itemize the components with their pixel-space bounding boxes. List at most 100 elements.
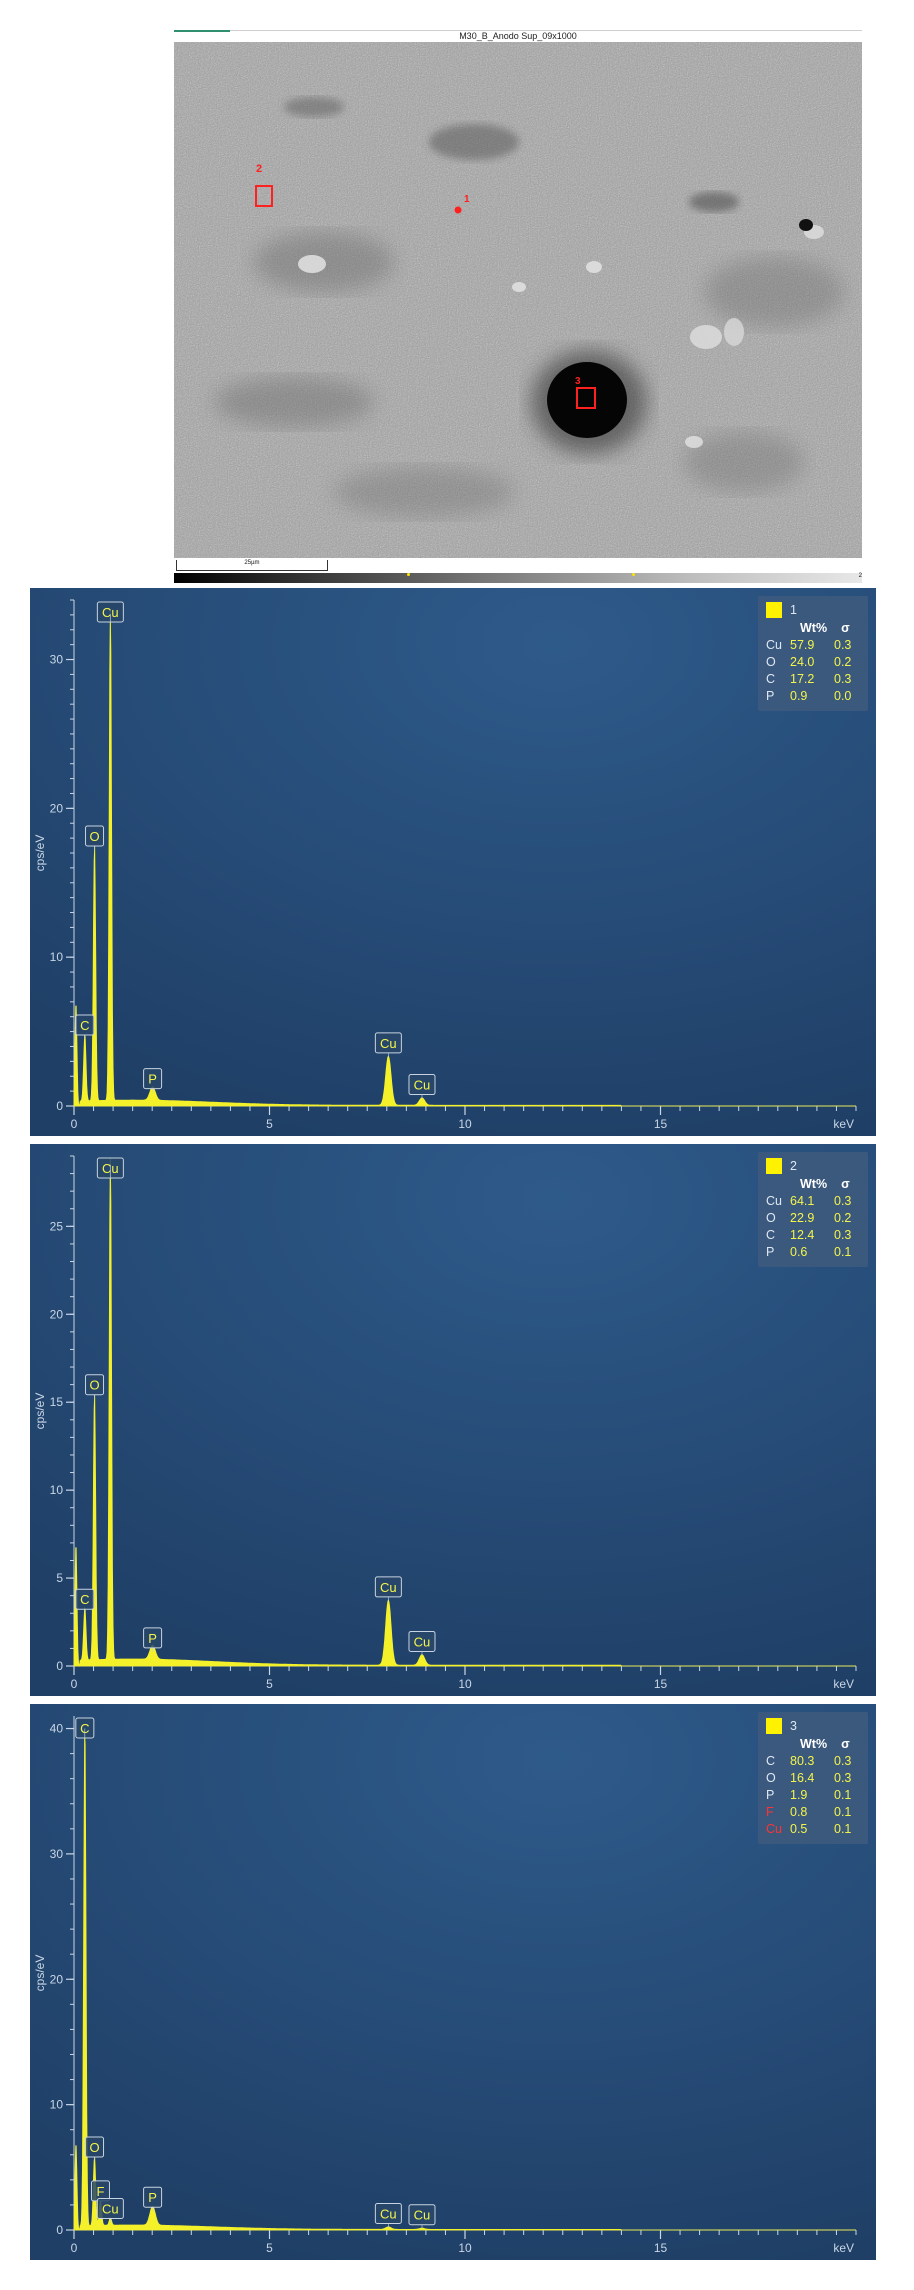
legend-sigma-value: 0.1: [834, 1822, 852, 1836]
dark-patch: [214, 377, 374, 427]
legend-header: 3: [766, 1718, 860, 1734]
dark-patch: [334, 467, 514, 517]
marker-2-label: 2: [256, 163, 262, 175]
peak-label: C: [80, 1721, 89, 1736]
legend-row: O 24.0 0.2: [766, 654, 860, 671]
legend-row: C 17.2 0.3: [766, 671, 860, 688]
y-tick-label: 40: [50, 1722, 64, 1736]
y-tick-label: 25: [50, 1219, 64, 1233]
peak-label: Cu: [380, 2206, 397, 2221]
legend-row: P 1.9 0.1: [766, 1787, 860, 1804]
legend-element: Cu: [766, 638, 782, 652]
chart-background: [30, 588, 876, 1136]
legend-sigma-value: 0.3: [834, 1771, 852, 1785]
legend-row: O 16.4 0.3: [766, 1770, 860, 1787]
legend-sigma-value: 0.0: [834, 689, 852, 703]
x-tick-label: 10: [458, 2241, 472, 2255]
grayscale-max-label: 2: [858, 573, 862, 579]
peak-label: Cu: [380, 1580, 397, 1595]
legend-sigma-value: 0.3: [834, 1228, 852, 1242]
dark-patch: [684, 432, 804, 492]
y-axis-label: cps/eV: [33, 835, 47, 872]
legend-element: C: [766, 672, 776, 686]
legend-wt-value: 12.4: [790, 1228, 815, 1242]
legend-rows: C 80.3 0.3 O 16.4 0.3 P 1.9 0.1 F 0.8 0.1 Cu 0.5 0.1: [766, 1753, 860, 1838]
legend-sigma-value: 0.1: [834, 1805, 852, 1819]
legend-element: P: [766, 1245, 775, 1259]
peak-label: P: [148, 1072, 157, 1087]
legend-rows: Cu 57.9 0.3 O 24.0 0.2 C 17.2 0.3 P 0.9 0.0: [766, 637, 860, 705]
legend-row: F 0.8 0.1: [766, 1804, 860, 1821]
particle: [298, 255, 326, 273]
sigma-header: σ: [841, 1177, 850, 1191]
peak-label-box: [143, 2186, 163, 2208]
peak-label: O: [89, 829, 99, 844]
legend-row: Cu 64.1 0.3: [766, 1193, 860, 1210]
legend-swatch: [766, 1718, 782, 1734]
sem-micrograph-svg: 2 1 3: [174, 42, 862, 558]
marker-2-box: [255, 185, 273, 207]
marker-1-label: 1: [464, 194, 470, 205]
peak-label-box: [374, 1032, 402, 1054]
legend-column-headers: Wt% σ: [766, 1177, 860, 1191]
peak-label: F: [96, 2184, 104, 2199]
dark-speck: [799, 219, 813, 231]
grayscale-marker: [407, 573, 410, 576]
header-line: [174, 30, 862, 31]
y-axis-label: cps/eV: [33, 1393, 47, 1430]
x-tick-label: 15: [654, 1677, 668, 1691]
y-tick-label: 0: [56, 2223, 63, 2237]
legend-spectrum-id: 2: [790, 1159, 797, 1173]
x-tick-label: 15: [654, 1117, 668, 1131]
legend-sigma-value: 0.3: [834, 1194, 852, 1208]
marker-1-dot: [454, 206, 462, 214]
chart-background: [30, 1704, 876, 2260]
spectrum-panel-3: 0 10 20 30 40 0 5 10 15 keV cps/eV C O F Cu P Cu Cu 3 Wt%…: [30, 1704, 876, 2260]
y-tick-label: 15: [50, 1395, 64, 1409]
legend-element: C: [766, 1754, 776, 1768]
y-tick-label: 0: [56, 1659, 63, 1673]
spectrum-3-legend: 3 Wt% σ C 80.3 0.3 O 16.4 0.3 P 1.9 0.1 F 0.8 0.1 Cu…: [758, 1712, 868, 1844]
legend-column-headers: Wt% σ: [766, 1737, 860, 1751]
legend-row: C 12.4 0.3: [766, 1227, 860, 1244]
y-tick-label: 20: [50, 1307, 64, 1321]
scale-bar: 25µm: [176, 560, 328, 571]
legend-element: P: [766, 689, 775, 703]
x-axis-label: keV: [833, 1117, 854, 1131]
header-accent: [174, 30, 230, 32]
legend-wt-value: 0.5: [790, 1822, 808, 1836]
x-tick-label: 5: [266, 2241, 273, 2255]
legend-sigma-value: 0.2: [834, 1211, 852, 1225]
sem-micrograph: 2 1 3: [174, 42, 862, 558]
legend-row: C 80.3 0.3: [766, 1753, 860, 1770]
legend-wt-value: 16.4: [790, 1771, 815, 1785]
peak-label: O: [89, 2140, 99, 2155]
legend-spectrum-id: 1: [790, 603, 797, 617]
legend-wt-value: 1.9: [790, 1788, 808, 1802]
sem-title: M30_B_Anodo Sup_09x1000: [459, 31, 577, 41]
peak-label: Cu: [414, 2208, 431, 2223]
dark-patch: [704, 257, 844, 327]
legend-row: Cu 0.5 0.1: [766, 1821, 860, 1838]
dark-patch: [284, 97, 344, 117]
grayscale-marker: [632, 573, 635, 576]
y-tick-label: 0: [56, 1099, 63, 1113]
wt-header: Wt%: [800, 621, 828, 635]
legend-element: Cu: [766, 1822, 782, 1836]
peak-label: Cu: [102, 2201, 119, 2216]
legend-sigma-value: 0.2: [834, 655, 852, 669]
legend-swatch: [766, 602, 782, 618]
peak-label-box: [408, 1630, 436, 1652]
particle: [586, 261, 602, 273]
peak-label: Cu: [380, 1036, 397, 1051]
legend-sigma-value: 0.3: [834, 672, 852, 686]
particle: [512, 282, 526, 292]
peak-label: C: [80, 1018, 89, 1033]
legend-wt-value: 24.0: [790, 655, 815, 669]
legend-wt-value: 0.9: [790, 689, 808, 703]
peak-label: Cu: [414, 1634, 431, 1649]
dark-patch: [689, 192, 739, 212]
chart-background: [30, 1144, 876, 1696]
marker-3-box: [576, 387, 596, 409]
